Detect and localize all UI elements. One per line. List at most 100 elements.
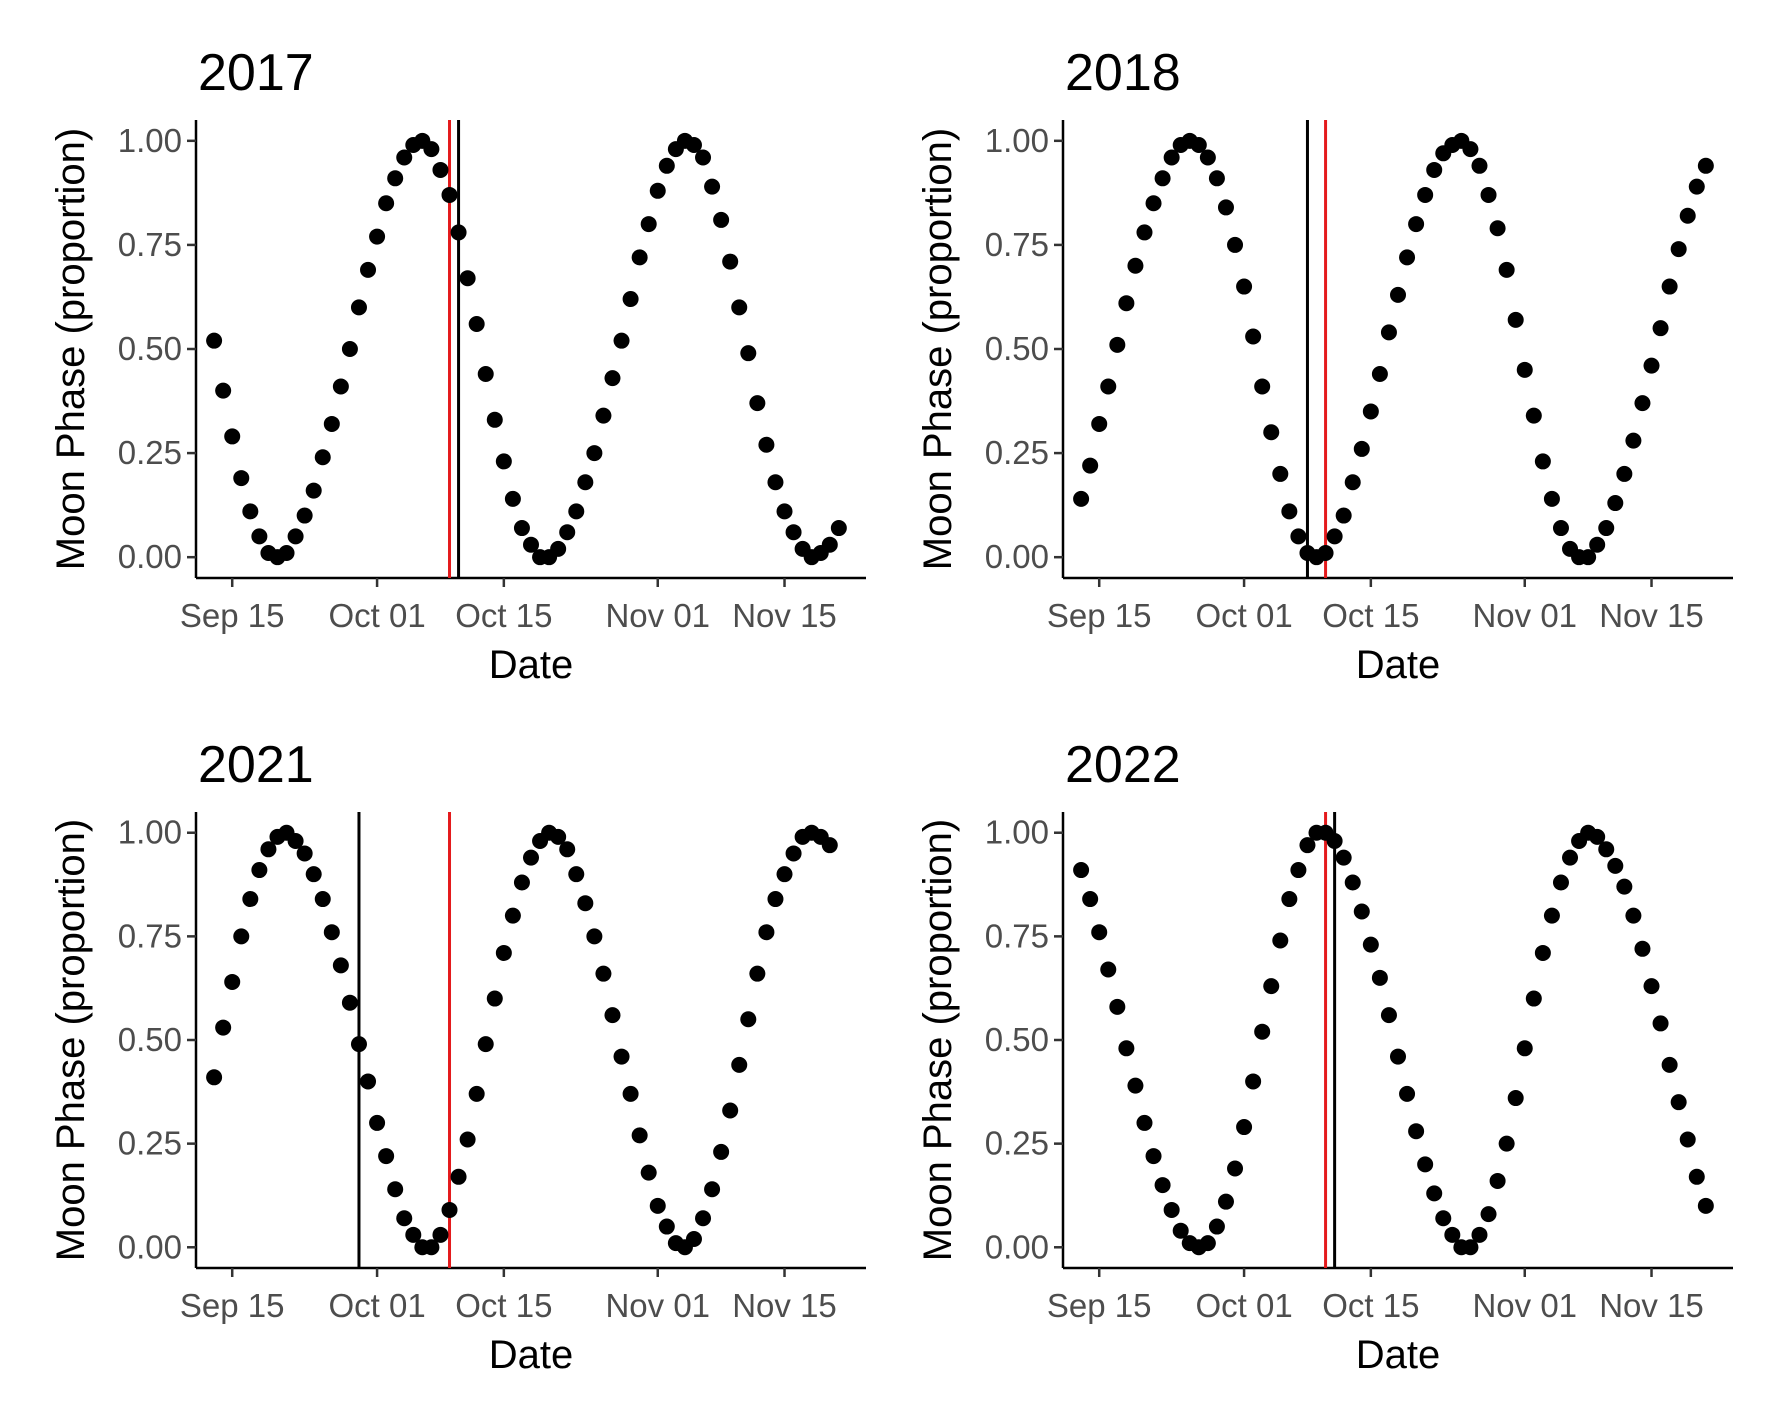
data-point bbox=[1390, 286, 1406, 303]
data-point bbox=[1625, 432, 1642, 449]
data-point bbox=[586, 928, 603, 945]
data-point bbox=[1426, 161, 1443, 178]
data-point bbox=[658, 1218, 675, 1235]
data-point bbox=[1254, 1023, 1271, 1040]
data-point bbox=[1245, 328, 1262, 345]
data-point bbox=[622, 1085, 639, 1102]
x-tick-label: Oct 15 bbox=[455, 597, 552, 634]
data-point bbox=[613, 332, 630, 349]
data-point bbox=[1362, 936, 1379, 953]
y-tick-label: 0.50 bbox=[985, 330, 1049, 367]
data-point bbox=[1109, 998, 1126, 1015]
data-point bbox=[1480, 186, 1497, 203]
data-point bbox=[1471, 1226, 1488, 1243]
data-point bbox=[559, 841, 576, 858]
data-point bbox=[1344, 474, 1361, 491]
data-point bbox=[396, 149, 413, 166]
data-point bbox=[1254, 378, 1271, 395]
data-point bbox=[577, 895, 594, 912]
data-point bbox=[1073, 490, 1090, 507]
data-point bbox=[260, 841, 277, 858]
data-point bbox=[586, 445, 603, 462]
data-point bbox=[1534, 944, 1551, 961]
data-point bbox=[423, 1239, 440, 1256]
data-point bbox=[559, 524, 576, 541]
data-point bbox=[477, 1036, 494, 1053]
data-point bbox=[685, 1230, 702, 1247]
data-point bbox=[360, 1073, 377, 1090]
y-axis-title: Moon Phase (proportion) bbox=[916, 128, 960, 570]
data-point bbox=[1217, 199, 1234, 216]
data-point bbox=[305, 482, 322, 499]
y-tick-label: 0.00 bbox=[118, 1228, 182, 1265]
data-point bbox=[604, 370, 621, 387]
data-point bbox=[1136, 224, 1153, 241]
data-point bbox=[1272, 465, 1289, 482]
data-point bbox=[1208, 1218, 1225, 1235]
data-point bbox=[1091, 924, 1108, 941]
data-point bbox=[513, 874, 530, 891]
data-point bbox=[323, 924, 340, 941]
x-tick-label: Nov 01 bbox=[605, 597, 710, 634]
data-point bbox=[1616, 878, 1633, 895]
data-point bbox=[1489, 220, 1506, 237]
data-point bbox=[785, 524, 802, 541]
data-point bbox=[568, 503, 585, 520]
data-point bbox=[1371, 969, 1388, 986]
data-point bbox=[1217, 1193, 1234, 1210]
y-tick-label: 0.25 bbox=[985, 434, 1049, 471]
data-point bbox=[1471, 157, 1488, 174]
data-point bbox=[649, 182, 666, 199]
data-point bbox=[1444, 1226, 1461, 1243]
data-point bbox=[1616, 465, 1633, 482]
data-point bbox=[595, 965, 612, 982]
data-point bbox=[1552, 874, 1569, 891]
data-point bbox=[1263, 424, 1280, 441]
data-point bbox=[1598, 520, 1615, 537]
data-point bbox=[749, 965, 766, 982]
data-point bbox=[468, 1085, 485, 1102]
data-point bbox=[1082, 891, 1099, 908]
x-tick-label: Nov 01 bbox=[605, 1287, 710, 1324]
data-point bbox=[396, 1210, 413, 1227]
y-tick-label: 0.00 bbox=[985, 1228, 1049, 1265]
data-point bbox=[1091, 415, 1108, 432]
data-point bbox=[695, 1210, 712, 1227]
x-tick-label: Nov 15 bbox=[732, 1287, 837, 1324]
data-point bbox=[1643, 978, 1660, 995]
data-point bbox=[713, 211, 730, 228]
data-point bbox=[1426, 1185, 1443, 1202]
panel-title: 2017 bbox=[198, 44, 314, 102]
data-point bbox=[1236, 1119, 1253, 1136]
data-point bbox=[1199, 149, 1216, 166]
x-axis-title: Date bbox=[489, 643, 574, 687]
data-point bbox=[1634, 395, 1651, 412]
data-point bbox=[450, 224, 467, 241]
data-point bbox=[287, 528, 304, 545]
y-tick-label: 0.75 bbox=[118, 226, 182, 263]
data-point bbox=[658, 157, 675, 174]
data-point bbox=[1154, 170, 1171, 187]
data-point bbox=[685, 136, 702, 153]
panel-title: 2022 bbox=[1065, 736, 1181, 794]
data-point bbox=[1344, 874, 1361, 891]
data-point bbox=[1145, 1148, 1162, 1165]
data-point bbox=[1380, 1007, 1397, 1024]
data-point bbox=[360, 261, 377, 278]
data-point bbox=[1317, 545, 1334, 562]
y-tick-label: 1.00 bbox=[985, 122, 1049, 159]
data-point bbox=[314, 891, 331, 908]
data-point bbox=[1543, 490, 1560, 507]
data-point bbox=[1525, 407, 1542, 424]
data-point bbox=[1607, 495, 1624, 512]
data-point bbox=[767, 891, 784, 908]
data-point bbox=[1534, 453, 1551, 470]
x-tick-label: Oct 01 bbox=[1195, 1287, 1292, 1324]
data-point bbox=[767, 474, 784, 491]
data-point bbox=[477, 365, 494, 382]
data-point bbox=[1661, 278, 1678, 295]
y-tick-label: 1.00 bbox=[118, 122, 182, 159]
data-point bbox=[450, 1168, 467, 1185]
data-point bbox=[758, 924, 775, 941]
data-point bbox=[1353, 903, 1370, 920]
